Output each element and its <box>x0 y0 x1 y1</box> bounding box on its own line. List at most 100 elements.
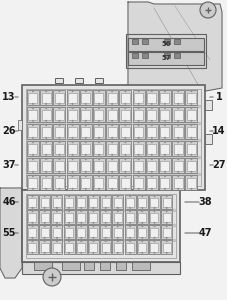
Bar <box>53 227 61 236</box>
Circle shape <box>124 171 126 173</box>
Bar <box>171 158 183 173</box>
Circle shape <box>84 188 86 190</box>
Circle shape <box>92 240 94 242</box>
Bar <box>53 197 61 206</box>
Bar <box>185 124 197 139</box>
Circle shape <box>71 137 73 139</box>
Circle shape <box>71 120 73 122</box>
Circle shape <box>137 188 139 190</box>
Circle shape <box>111 124 113 126</box>
Circle shape <box>68 237 70 239</box>
Bar <box>53 242 61 251</box>
Circle shape <box>141 237 143 239</box>
Bar <box>41 197 49 206</box>
Bar <box>132 175 144 190</box>
Circle shape <box>56 210 58 212</box>
Bar <box>27 124 39 139</box>
Circle shape <box>150 154 152 156</box>
Bar <box>66 158 78 173</box>
Bar <box>28 127 37 136</box>
Bar <box>75 78 83 83</box>
Circle shape <box>71 154 73 156</box>
Bar <box>81 143 90 154</box>
Bar <box>27 175 39 190</box>
Text: 57: 57 <box>160 56 170 62</box>
Bar <box>185 107 197 122</box>
Circle shape <box>176 120 178 122</box>
Circle shape <box>111 158 113 160</box>
Circle shape <box>32 124 34 126</box>
Circle shape <box>84 137 86 139</box>
Circle shape <box>32 107 34 109</box>
Bar <box>133 127 143 136</box>
Circle shape <box>92 252 94 254</box>
Circle shape <box>190 188 192 190</box>
Bar <box>173 160 182 170</box>
Circle shape <box>58 120 60 122</box>
Bar <box>106 107 118 122</box>
Circle shape <box>190 107 192 109</box>
Circle shape <box>31 207 33 209</box>
Circle shape <box>137 103 139 105</box>
Bar <box>145 175 157 190</box>
Bar <box>28 143 37 154</box>
Circle shape <box>32 158 34 160</box>
Circle shape <box>137 90 139 92</box>
Circle shape <box>68 195 70 197</box>
Bar <box>40 124 52 139</box>
Bar <box>100 262 109 270</box>
Circle shape <box>141 207 143 209</box>
Circle shape <box>163 137 165 139</box>
Bar <box>88 240 99 254</box>
Bar <box>26 89 200 186</box>
Circle shape <box>124 120 126 122</box>
Bar <box>171 175 183 190</box>
Circle shape <box>165 207 167 209</box>
Circle shape <box>190 103 192 105</box>
Bar <box>27 240 38 254</box>
Bar <box>185 158 197 173</box>
Bar <box>124 225 135 239</box>
Bar <box>68 92 77 103</box>
Circle shape <box>80 225 82 227</box>
Bar <box>66 175 78 190</box>
Bar <box>88 195 99 209</box>
Bar <box>28 178 37 188</box>
Circle shape <box>150 137 152 139</box>
Circle shape <box>84 124 86 126</box>
Circle shape <box>176 107 178 109</box>
Bar <box>138 242 146 251</box>
Bar <box>27 90 39 105</box>
Circle shape <box>116 225 118 227</box>
Bar <box>51 195 62 209</box>
Bar <box>79 124 91 139</box>
Bar <box>145 124 157 139</box>
Circle shape <box>116 237 118 239</box>
Bar <box>119 158 131 173</box>
Text: 55: 55 <box>2 228 16 238</box>
Bar <box>185 90 197 105</box>
Circle shape <box>128 222 131 224</box>
Circle shape <box>111 107 113 109</box>
Bar <box>158 175 170 190</box>
Circle shape <box>124 90 126 92</box>
Bar <box>75 210 86 224</box>
Circle shape <box>104 222 106 224</box>
Circle shape <box>44 225 45 227</box>
Circle shape <box>137 154 139 156</box>
Circle shape <box>163 124 165 126</box>
Circle shape <box>137 171 139 173</box>
Bar <box>28 197 36 206</box>
Bar <box>79 175 91 190</box>
Bar <box>160 92 169 103</box>
Bar <box>126 34 205 68</box>
Circle shape <box>84 175 86 177</box>
Bar <box>68 127 77 136</box>
Circle shape <box>176 171 178 173</box>
Bar <box>124 210 135 224</box>
Circle shape <box>141 195 143 197</box>
Bar <box>101 242 109 251</box>
Circle shape <box>111 171 113 173</box>
Bar <box>107 178 116 188</box>
Bar <box>68 160 77 170</box>
